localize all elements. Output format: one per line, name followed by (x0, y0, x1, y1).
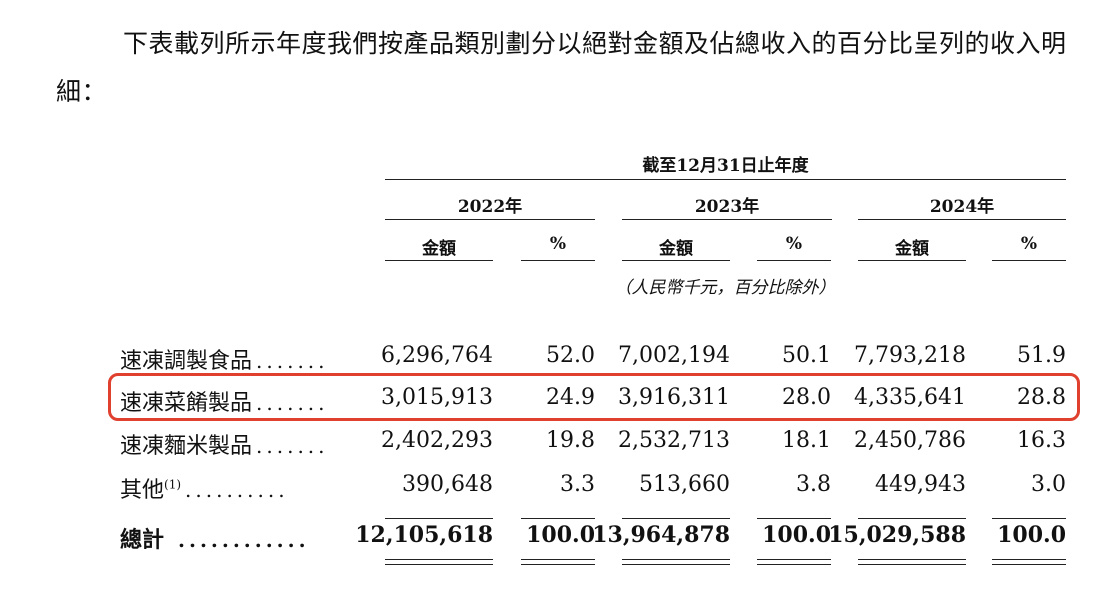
pct-header-2022: % (549, 234, 567, 254)
total-top-rule-2022 (385, 518, 493, 519)
amount-cell: 7,793,218 (854, 343, 966, 368)
leader-dots: ....... (256, 391, 329, 415)
amount-cell: 3,015,913 (381, 385, 493, 410)
leader-dots: .......... (185, 478, 289, 502)
row-label-text: 速凍麵米製品 (120, 434, 253, 459)
pct-header-2024: % (1020, 234, 1038, 254)
amount-cell: 513,660 (639, 472, 730, 497)
period-underline (385, 179, 1066, 180)
amount-underline-2022 (385, 260, 493, 261)
total-double-line-2024p-a (992, 559, 1066, 560)
year-header-2022: 2022年 (457, 197, 523, 217)
percent-cell: 18.1 (782, 428, 831, 453)
footnote-marker: (1) (164, 477, 182, 492)
total-double-line-2022p-b (521, 564, 595, 565)
amount-underline-2023 (622, 260, 730, 261)
percent-cell: 50.1 (782, 343, 831, 368)
total-double-line-2022p-a (521, 559, 595, 560)
leader-dots: ....... (256, 434, 329, 458)
leader-dots: ....... (256, 349, 329, 373)
percent-cell: 100.0 (997, 522, 1066, 548)
amount-cell: 2,532,713 (618, 428, 730, 453)
percent-cell: 100.0 (526, 522, 595, 548)
row-label: 速凍菜餚製品....... (120, 385, 329, 417)
row-label: 速凍麵米製品....... (120, 428, 329, 460)
amount-cell: 390,648 (402, 472, 493, 497)
amount-header-2022: 金額 (422, 239, 456, 259)
row-highlight-box (108, 373, 1080, 421)
percent-cell: 24.9 (546, 385, 595, 410)
percent-cell: 51.9 (1017, 343, 1066, 368)
total-double-line-2023-a (622, 559, 730, 560)
total-top-rule-2024p (992, 518, 1066, 519)
amount-cell: 4,335,641 (854, 385, 966, 410)
row-label-text: 其他 (120, 478, 165, 503)
intro-paragraph: 下表載列所示年度我們按產品類別劃分以絕對金額及佔總收入的百分比呈列的收入明細： (56, 29, 1067, 106)
total-double-line-2024-b (858, 564, 966, 565)
amount-cell: 12,105,618 (355, 522, 493, 548)
unit-note: （人民幣千元，百分比除外） (614, 278, 836, 298)
percent-cell: 28.8 (1017, 385, 1066, 410)
year-underline-2024 (858, 219, 1066, 220)
percent-cell: 16.3 (1017, 428, 1066, 453)
percent-cell: 3.0 (1031, 472, 1066, 497)
pct-underline-2024 (992, 260, 1066, 261)
amount-header-2023: 金額 (659, 239, 693, 259)
total-top-rule-2023 (622, 518, 730, 519)
total-double-line-2022-b (385, 564, 493, 565)
total-double-line-2022-a (385, 559, 493, 560)
amount-cell: 15,029,588 (828, 522, 966, 548)
amount-cell: 2,402,293 (381, 428, 493, 453)
amount-cell: 6,296,764 (381, 343, 493, 368)
pct-underline-2022 (521, 260, 595, 261)
percent-cell: 100.0 (762, 522, 831, 548)
percent-cell: 28.0 (782, 385, 831, 410)
amount-header-2024: 金額 (895, 239, 929, 259)
total-double-line-2023p-b (757, 564, 831, 565)
leader-dots: ............ (178, 528, 310, 552)
year-header-2024: 2024年 (929, 197, 995, 217)
total-top-rule-2022p (521, 518, 595, 519)
total-double-line-2024-a (858, 559, 966, 560)
amount-cell: 7,002,194 (618, 343, 730, 368)
percent-cell: 3.8 (796, 472, 831, 497)
total-top-rule-2024 (858, 518, 966, 519)
year-underline-2022 (385, 219, 595, 220)
percent-cell: 19.8 (546, 428, 595, 453)
pct-underline-2023 (757, 260, 831, 261)
percent-cell: 52.0 (546, 343, 595, 368)
total-row-label: 總計............ (120, 522, 310, 554)
percent-cell: 3.3 (560, 472, 595, 497)
total-double-line-2023-b (622, 564, 730, 565)
pct-header-2023: % (785, 234, 803, 254)
amount-underline-2024 (858, 260, 966, 261)
period-header: 截至12月31日止年度 (642, 156, 809, 176)
amount-cell: 3,916,311 (618, 385, 730, 410)
total-top-rule-2023p (757, 518, 831, 519)
year-underline-2023 (622, 219, 832, 220)
row-label: 速凍調製食品....... (120, 343, 329, 375)
year-header-2023: 2023年 (694, 197, 760, 217)
amount-cell: 13,964,878 (592, 522, 730, 548)
row-label: 其他(1).......... (120, 472, 289, 504)
total-double-line-2024p-b (992, 564, 1066, 565)
total-double-line-2023p-a (757, 559, 831, 560)
row-label-text: 速凍菜餚製品 (120, 391, 253, 416)
row-label-text: 總計 (120, 527, 165, 553)
amount-cell: 2,450,786 (854, 428, 966, 453)
amount-cell: 449,943 (875, 472, 966, 497)
row-label-text: 速凍調製食品 (120, 349, 253, 374)
